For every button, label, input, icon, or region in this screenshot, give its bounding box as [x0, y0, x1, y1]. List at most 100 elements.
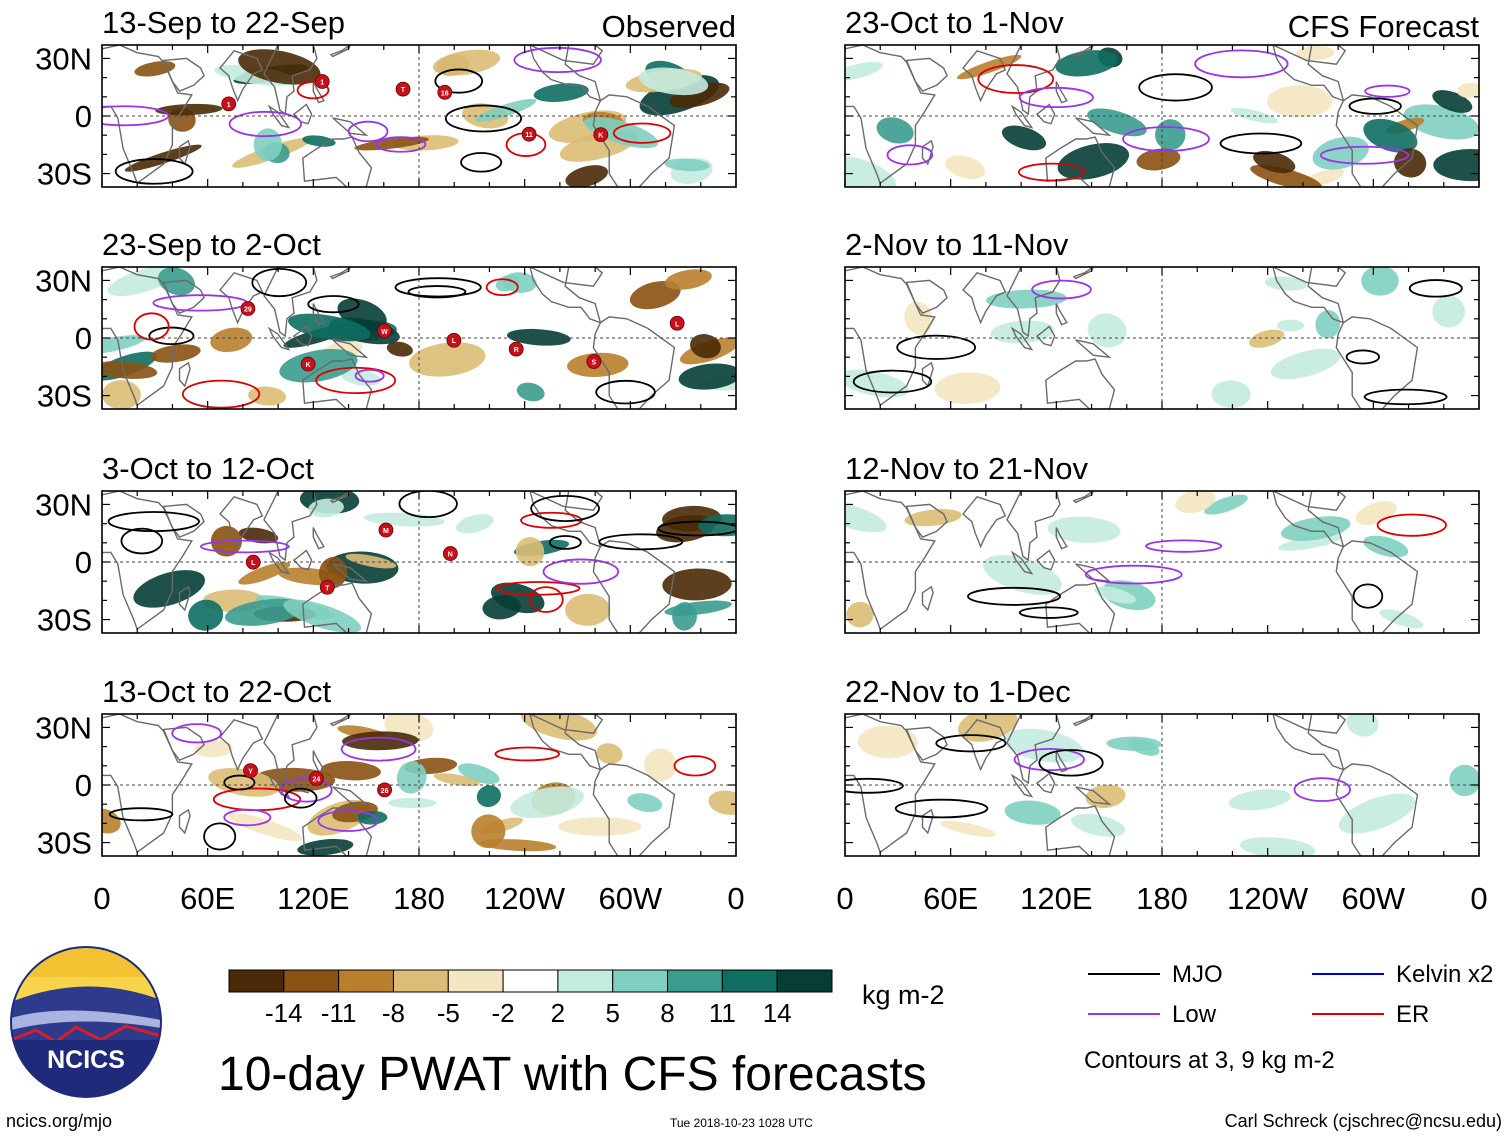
panel-date-range: 23-Oct to 1-Nov — [845, 5, 1064, 40]
colorbar-units: kg m-2 — [862, 980, 945, 1010]
map-panel: 2-Nov to 11-Nov — [844, 227, 1480, 410]
map-panel: 23-Oct to 1-Nov CFS Forecast — [844, 5, 1480, 188]
legend-label: ER — [1396, 1001, 1429, 1028]
latitude-label: 30N — [35, 487, 92, 522]
storm-marker: W — [376, 323, 392, 339]
colorbar-segment — [283, 969, 340, 993]
legend-label: Low — [1172, 1001, 1217, 1028]
logo-wordmark: NCICS — [47, 1046, 125, 1074]
map-panel: L T M N 3-Oct to 12-Oct 30N 0 30S — [35, 451, 737, 638]
storm-label: 1 — [320, 80, 324, 87]
storm-label: W — [381, 329, 388, 336]
pwat-colorbar: -14 -11 -8 -5 -2 2 5 8 11 14 — [228, 969, 833, 1028]
latitude-label: 30N — [35, 263, 92, 298]
storm-label: S — [591, 360, 596, 367]
colorbar-segment — [612, 969, 669, 993]
storm-marker: 1 — [221, 96, 237, 112]
storm-label: 1 — [227, 102, 231, 109]
colorbar-segment — [502, 969, 559, 993]
longitude-label: 120W — [1227, 881, 1309, 916]
contour-legend: MJO Kelvin x2 Low ER — [1088, 961, 1493, 1028]
panel-date-range: 23-Sep to 2-Oct — [102, 227, 321, 262]
colorbar-segment — [667, 969, 723, 993]
panel-date-range: 2-Nov to 11-Nov — [845, 227, 1069, 262]
longitude-label: 0 — [836, 881, 853, 916]
panel-date-range: 13-Oct to 22-Oct — [102, 674, 332, 709]
storm-marker: T — [319, 579, 335, 595]
latitude-label: 30S — [37, 379, 92, 414]
map-panel: 22-Nov to 1-Dec — [844, 674, 1480, 857]
main-title: 10-day PWAT with CFS forecasts — [218, 1048, 927, 1101]
storm-label: N — [448, 552, 453, 559]
storm-marker: 11 — [521, 126, 537, 142]
colorbar-tick-label: 8 — [660, 998, 674, 1028]
storm-label: 29 — [244, 306, 252, 313]
storm-marker: S — [586, 354, 602, 369]
latitude-label: 30N — [35, 41, 92, 76]
colorbar-tick-label: -8 — [382, 998, 405, 1028]
latitude-label: 0 — [75, 99, 92, 134]
longitude-label: 180 — [1136, 881, 1188, 916]
ncics-logo: NCICS — [10, 946, 162, 1098]
storm-label: L — [452, 338, 457, 345]
longitude-label: 0 — [1470, 881, 1487, 916]
colorbar-tick-label: -2 — [492, 998, 515, 1028]
storm-label: R — [514, 347, 519, 354]
colorbar-tick-label: -11 — [321, 998, 357, 1028]
panel-date-range: 12-Nov to 21-Nov — [845, 451, 1088, 486]
storm-label: 24 — [313, 777, 321, 784]
colorbar-tick-label: -14 — [265, 998, 303, 1028]
colorbar-tick-label: 11 — [709, 998, 736, 1028]
storm-marker: R — [508, 341, 524, 357]
storm-label: M — [383, 528, 389, 535]
longitude-label: 60E — [923, 881, 978, 916]
storm-label: L — [675, 321, 680, 328]
storm-label: T — [325, 585, 330, 592]
latitude-label: 30S — [37, 157, 92, 192]
latitude-label: 0 — [75, 321, 92, 356]
colorbar-segment — [776, 969, 833, 993]
longitude-label: 120E — [277, 881, 349, 916]
longitude-axes: 0 60E 120E 180 120W 60W 0 0 60E 120E 180 120W 60W 0 — [93, 881, 1487, 916]
longitude-label: 180 — [393, 881, 445, 916]
storm-marker: L — [446, 332, 462, 348]
storm-label: 26 — [381, 788, 389, 795]
longitude-label: 0 — [727, 881, 744, 916]
observed-label: Observed — [602, 9, 736, 44]
colorbar-segment — [338, 969, 394, 993]
website-link[interactable]: ncics.org/mjo — [6, 1111, 112, 1131]
colorbar-segment — [557, 969, 614, 993]
timestamp: Tue 2018-10-23 1028 UTC — [670, 1116, 813, 1130]
storm-marker: T — [395, 81, 411, 97]
map-panel: Y 24 26 13-Oct to 22-Oct 30N 0 30S — [35, 674, 737, 861]
map-panel: 12-Nov to 21-Nov — [844, 451, 1480, 634]
colorbar-segment — [392, 969, 449, 993]
storm-marker: 26 — [377, 782, 392, 798]
storm-label: K — [306, 362, 311, 369]
panel-date-range: 22-Nov to 1-Dec — [845, 674, 1071, 709]
storm-label: 11 — [525, 132, 533, 139]
colorbar-segment — [228, 969, 285, 993]
colorbar-tick-label: 14 — [763, 998, 792, 1028]
longitude-label: 60E — [180, 881, 235, 916]
storm-marker: 29 — [240, 301, 256, 316]
storm-label: Y — [248, 769, 253, 776]
longitude-label: 60W — [598, 881, 662, 916]
longitude-label: 0 — [93, 881, 110, 916]
colorbar-segment — [447, 969, 504, 993]
storm-marker: 1 — [314, 74, 330, 89]
storm-marker: N — [442, 546, 458, 561]
latitude-label: 30S — [37, 603, 92, 638]
colorbar-tick-label: -5 — [437, 998, 460, 1028]
latitude-label: 0 — [75, 768, 92, 803]
storm-marker: L — [245, 554, 261, 570]
latitude-label: 30S — [37, 826, 92, 861]
colorbar-tick-label: 2 — [551, 998, 565, 1028]
contour-note: Contours at 3, 9 kg m-2 — [1084, 1047, 1335, 1074]
longitude-label: 120W — [484, 881, 566, 916]
storm-marker: Y — [243, 763, 258, 779]
latitude-label: 30N — [35, 710, 92, 745]
longitude-label: 60W — [1341, 881, 1405, 916]
legend-label: Kelvin x2 — [1396, 961, 1493, 988]
